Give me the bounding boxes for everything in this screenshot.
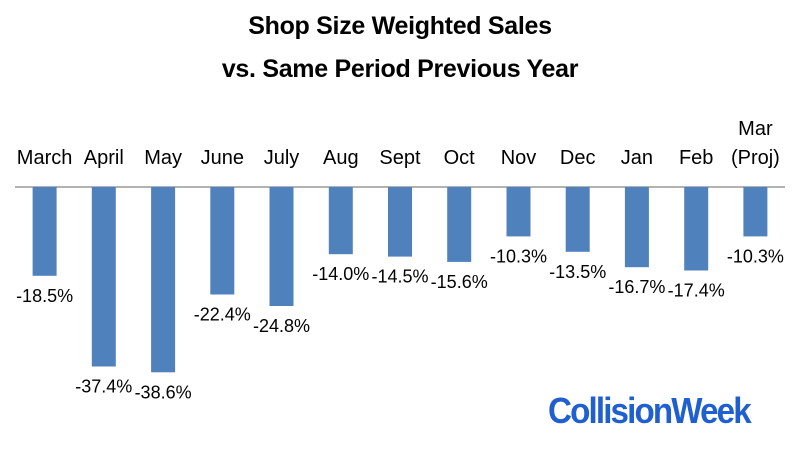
- value-label-1: -37.4%: [75, 377, 132, 397]
- bar-9: [566, 187, 590, 252]
- value-label-2: -38.6%: [135, 382, 192, 402]
- value-label-10: -16.7%: [608, 277, 665, 297]
- category-label-10: Jan: [621, 147, 653, 169]
- bar-0: [33, 187, 57, 276]
- category-label-5: Aug: [323, 147, 359, 169]
- category-label-11: Feb: [679, 147, 713, 169]
- category-label-3: June: [201, 147, 244, 169]
- bar-12: [743, 187, 767, 236]
- bar-10: [625, 187, 649, 267]
- bar-11: [684, 187, 708, 271]
- category-label-12-line-0: Mar: [738, 118, 773, 140]
- value-label-11: -17.4%: [668, 281, 725, 301]
- value-label-9: -13.5%: [549, 262, 606, 282]
- category-label-8: Nov: [501, 147, 537, 169]
- category-label-4: July: [264, 147, 300, 169]
- value-labels: -18.5% -37.4% -38.6% -22.4%-24.8% -14.0% -14.…: [16, 246, 784, 402]
- value-label-12: -10.3%: [727, 246, 784, 266]
- category-label-1: April: [84, 147, 124, 169]
- bar-6: [388, 187, 412, 257]
- bar-1: [92, 187, 116, 367]
- bar-7: [447, 187, 471, 262]
- bar-8: [507, 187, 531, 236]
- bar-5: [329, 187, 353, 254]
- collisionweek-logo: CollisionWeek: [548, 390, 750, 432]
- value-label-0: -18.5%: [16, 286, 73, 306]
- chart-page: Shop Size Weighted Sales vs. Same Period…: [0, 0, 800, 467]
- category-label-6: Sept: [379, 147, 421, 169]
- category-label-7: Oct: [444, 147, 476, 169]
- bar-2: [151, 187, 175, 372]
- category-label-0: March: [17, 147, 73, 169]
- category-label-2: May: [144, 147, 182, 169]
- bar-4: [270, 187, 294, 306]
- value-label-5: -14.0%: [312, 264, 369, 284]
- value-label-6: -14.5%: [371, 267, 428, 287]
- value-label-7: -15.6%: [431, 272, 488, 292]
- value-label-4: -24.8%: [253, 316, 310, 336]
- bar-3: [210, 187, 234, 295]
- value-label-8: -10.3%: [490, 246, 547, 266]
- category-labels: March April May June July Aug Sept Oct Nov Dec Jan…: [17, 118, 780, 169]
- category-label-12-line-1: (Proj): [731, 147, 780, 169]
- value-label-3: -22.4%: [194, 305, 251, 325]
- category-label-9: Dec: [560, 147, 596, 169]
